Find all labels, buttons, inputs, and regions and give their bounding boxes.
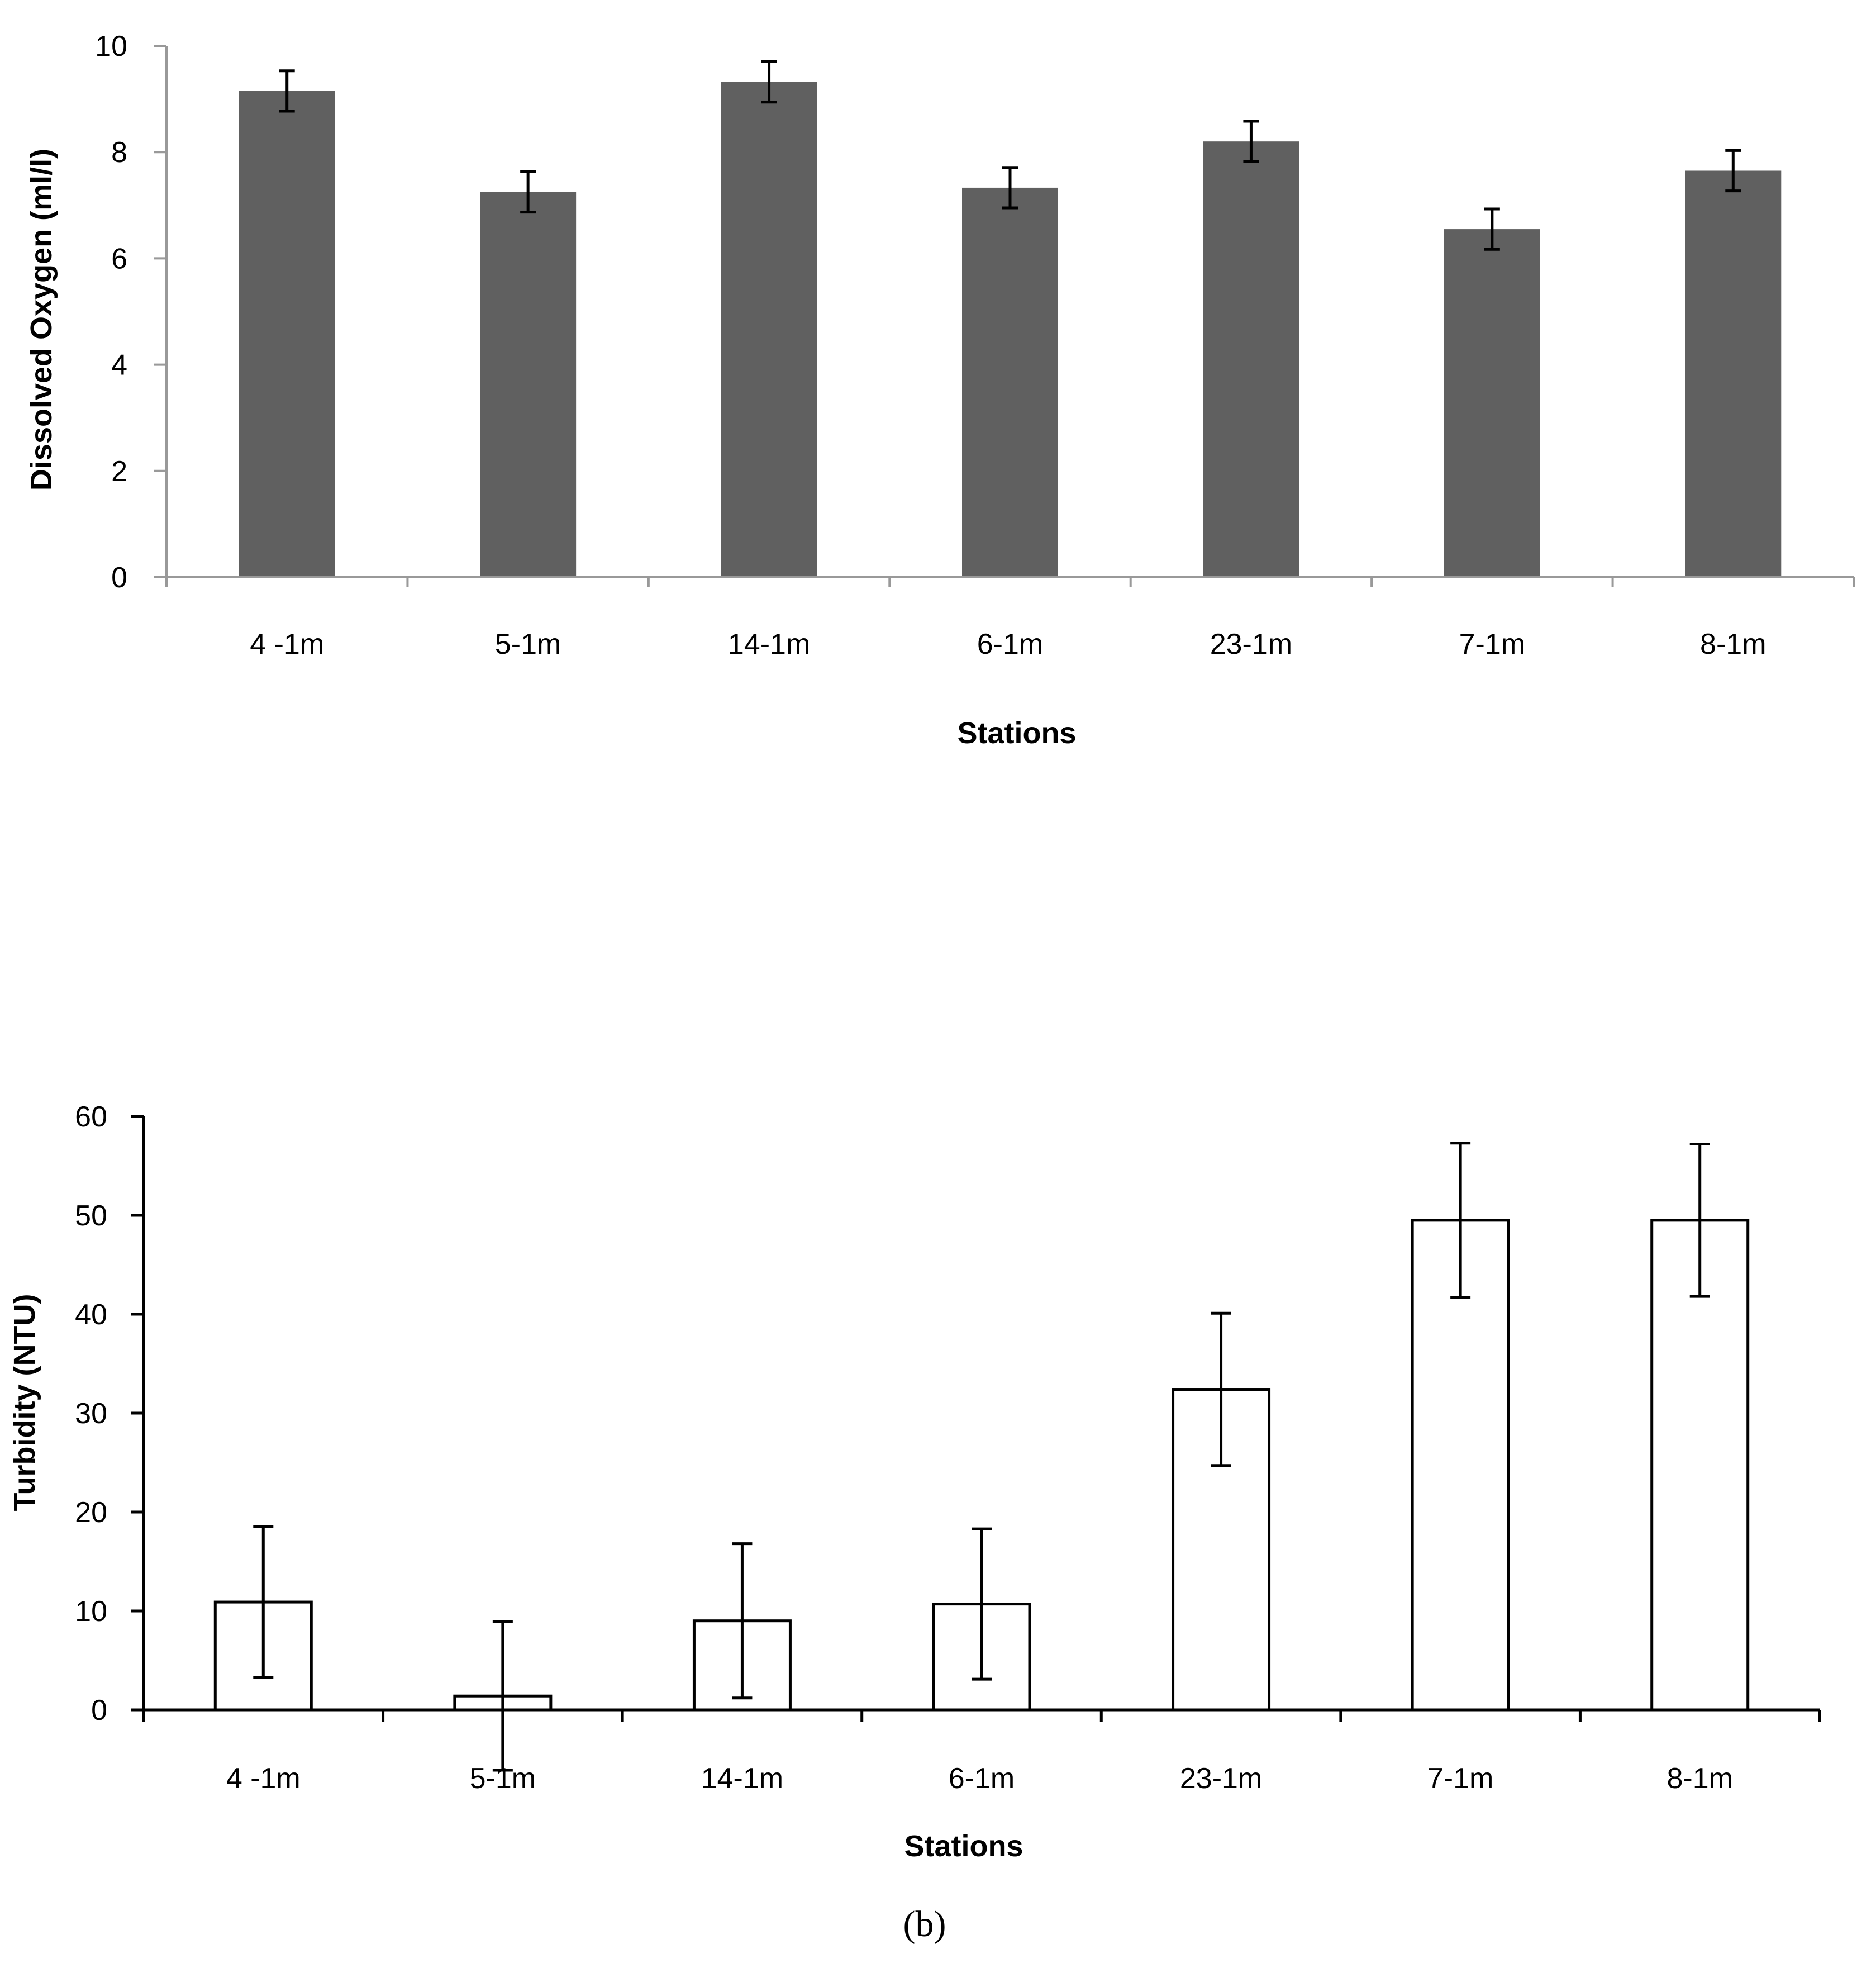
turbidity-y-tick-label: 50 — [75, 1200, 107, 1232]
do-x-tick-labels: 4 -1m 5-1m 14-1m 6-1m 23-1m 7-1m 8-1m — [250, 628, 1766, 660]
turbidity-x-tick-labels: 4 -1m 5-1m 14-1m 6-1m 23-1m 7-1m 8-1m — [226, 1762, 1733, 1795]
turbidity-y-tick-label: 30 — [75, 1397, 107, 1430]
do-error-bar — [279, 69, 295, 113]
do-bar — [1685, 170, 1782, 577]
turbidity-x-tick-label: 23-1m — [1180, 1762, 1262, 1795]
turbidity-y-tick-label: 10 — [75, 1595, 107, 1628]
do-bar — [962, 187, 1058, 577]
turbidity-bar — [1411, 1219, 1510, 1712]
turbidity-error-bar — [253, 1525, 274, 1679]
turbidity-error-bar — [732, 1542, 753, 1700]
turbidity-y-tick-label: 0 — [91, 1694, 107, 1727]
do-y-tick-label: 0 — [111, 562, 127, 594]
do-x-tick-label: 5-1m — [495, 628, 561, 660]
turbidity-chart: 0 10 20 30 40 50 60 4 -1m 5-1m 14-1m 6-1m 23-1m 7-1… — [8, 1101, 1821, 1863]
do-error-bar — [1725, 149, 1741, 193]
do-y-axis-title: Dissolved Oxygen (ml/l) — [25, 149, 58, 491]
turbidity-x-axis-title: Stations — [904, 1829, 1023, 1863]
do-error-bar — [761, 60, 777, 104]
turbidity-x-tick-label: 4 -1m — [226, 1762, 301, 1795]
do-error-bar — [520, 170, 536, 214]
turbidity-error-bar — [492, 1620, 513, 1772]
do-y-tick-label: 6 — [111, 243, 127, 275]
turbidity-y-tick-label: 60 — [75, 1101, 107, 1133]
turbidity-y-tick-label: 40 — [75, 1299, 107, 1331]
do-x-axis-title: Stations — [957, 716, 1076, 750]
turbidity-axes — [131, 1115, 1821, 1722]
do-error-bar — [1002, 166, 1018, 210]
do-error-bars — [279, 60, 1741, 251]
do-y-tick-label: 2 — [111, 455, 127, 488]
do-x-tick-label: 4 -1m — [250, 628, 324, 660]
turbidity-x-tick-label: 6-1m — [949, 1762, 1015, 1795]
do-y-tick-label: 4 — [111, 349, 127, 382]
turbidity-x-tick-label: 7-1m — [1427, 1762, 1493, 1795]
turbidity-error-bar — [972, 1527, 992, 1681]
do-bars — [239, 82, 1782, 578]
do-bar — [721, 82, 817, 578]
do-x-tick-label: 8-1m — [1700, 628, 1766, 660]
turbidity-y-tick-labels: 0 10 20 30 40 50 60 — [75, 1101, 107, 1727]
do-bar — [1444, 229, 1540, 578]
do-y-tick-label: 8 — [111, 136, 127, 169]
do-y-tick-label: 10 — [95, 30, 127, 63]
turbidity-error-bar — [1689, 1143, 1710, 1298]
do-x-tick-label: 6-1m — [977, 628, 1043, 660]
turbidity-y-tick-label: 20 — [75, 1496, 107, 1529]
turbidity-bar — [1650, 1219, 1750, 1712]
turbidity-y-axis-title: Turbidity (NTU) — [8, 1294, 41, 1511]
do-bar — [1203, 141, 1299, 577]
turbidity-x-tick-label: 14-1m — [701, 1762, 783, 1795]
do-y-tick-labels: 0 2 4 6 8 10 — [95, 30, 127, 594]
do-bar — [480, 192, 577, 577]
do-error-bar — [1484, 207, 1500, 251]
turbidity-x-tick-label: 5-1m — [470, 1762, 536, 1795]
turbidity-error-bars — [253, 1142, 1710, 1772]
do-x-tick-label: 7-1m — [1459, 628, 1525, 660]
do-x-tick-label: 14-1m — [728, 628, 810, 660]
do-axes — [154, 45, 1855, 587]
do-bar — [239, 91, 335, 577]
do-error-bar — [1243, 120, 1259, 163]
turbidity-error-bar — [1450, 1142, 1471, 1299]
turbidity-x-tick-label: 8-1m — [1667, 1762, 1732, 1795]
figure-caption: (b) — [903, 1904, 946, 1945]
turbidity-error-bar — [1211, 1311, 1231, 1467]
do-x-tick-label: 23-1m — [1210, 628, 1292, 660]
